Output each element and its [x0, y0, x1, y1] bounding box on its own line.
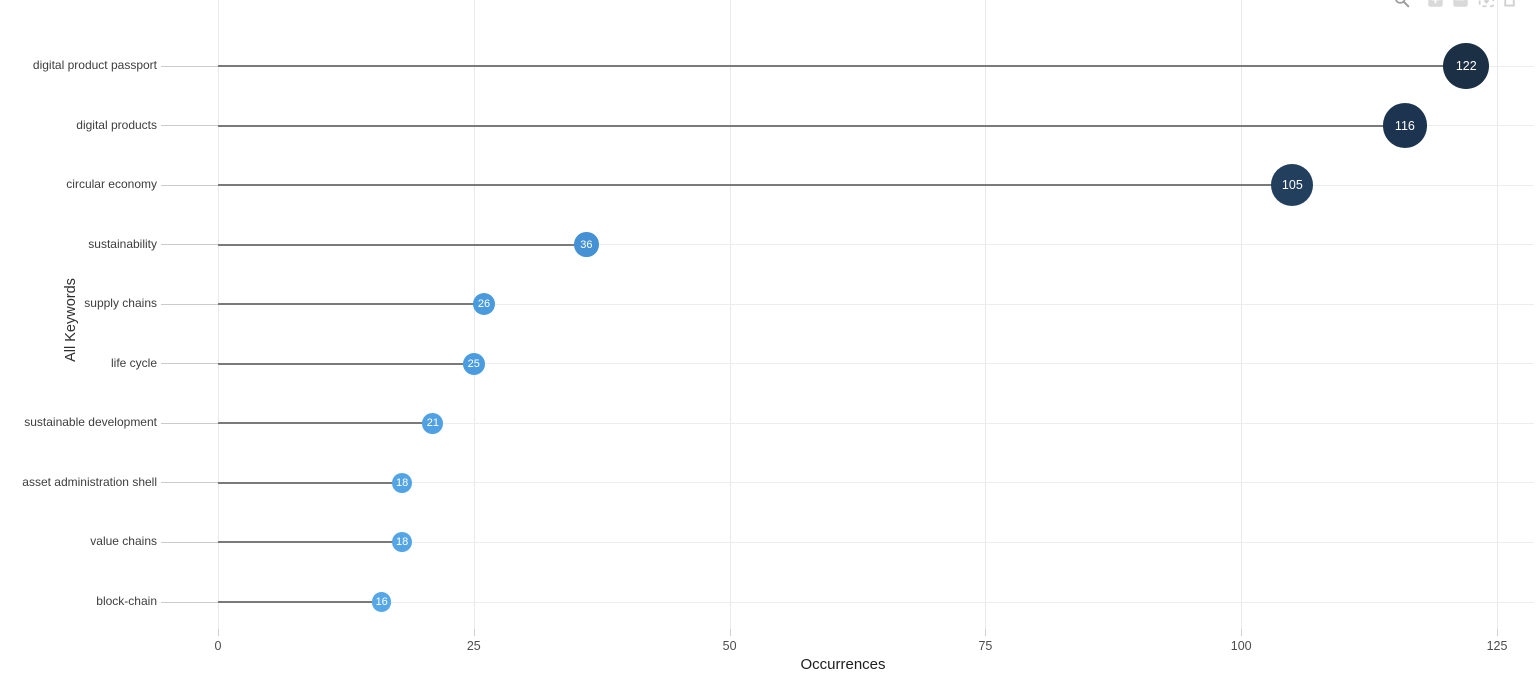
category-tick-leader	[161, 125, 218, 127]
category-tick-leader	[161, 303, 218, 305]
category-label: digital products	[76, 117, 157, 132]
row-grid-line	[218, 601, 1534, 603]
lollipop-stem	[218, 362, 474, 365]
category-label: block-chain	[96, 594, 157, 608]
x-tick-label: 25	[466, 639, 481, 653]
lollipop-stem	[218, 481, 403, 484]
row-grid-line	[218, 541, 1534, 543]
x-axis-title: Occurrences	[800, 656, 886, 673]
row-grid-line	[218, 244, 1534, 246]
category-tick-leader	[161, 482, 218, 484]
lollipop-marker[interactable]: 36	[574, 232, 599, 257]
lollipop-stem	[218, 65, 1467, 67]
x-axis-tick	[473, 629, 475, 636]
lollipop-marker[interactable]: 105	[1271, 164, 1314, 206]
row-grid-line	[218, 422, 1534, 424]
reset-view-icon[interactable]	[1501, 0, 1518, 8]
category-label: value chains	[90, 534, 157, 549]
grid-line-vertical	[729, 0, 731, 629]
category-tick-leader	[161, 422, 218, 424]
row-grid-line	[218, 363, 1534, 365]
grid-line-vertical	[1497, 0, 1498, 629]
lollipop-marker[interactable]: 26	[472, 293, 496, 316]
box-zoom-icon[interactable]	[1393, 0, 1410, 8]
category-label: asset administration shell	[22, 474, 157, 489]
x-tick-label: 50	[722, 639, 737, 653]
category-label: sustainability	[88, 236, 157, 251]
x-axis-tick	[729, 629, 731, 636]
x-tick-label: 75	[978, 639, 993, 653]
category-tick-leader	[161, 601, 218, 603]
lollipop-stem	[218, 601, 382, 603]
category-tick-leader	[161, 244, 218, 246]
lollipop-marker[interactable]: 16	[371, 592, 392, 612]
category-label: sustainable development	[24, 415, 157, 430]
zoom-out-icon[interactable]	[1452, 0, 1469, 8]
lollipop-marker[interactable]: 21	[422, 412, 444, 434]
category-tick-leader	[161, 184, 218, 186]
x-axis-tick	[1497, 629, 1498, 636]
zoom-in-icon[interactable]	[1427, 0, 1444, 8]
lollipop-marker[interactable]: 25	[462, 352, 485, 375]
grid-line-vertical	[985, 0, 987, 629]
lollipop-stem	[218, 184, 1293, 187]
category-tick-leader	[161, 65, 218, 67]
lollipop-stem	[218, 541, 403, 544]
x-tick-label: 100	[1230, 639, 1252, 653]
grid-line-vertical	[1241, 0, 1243, 629]
autoscale-icon[interactable]	[1478, 0, 1495, 8]
row-grid-line	[218, 482, 1534, 484]
category-label: supply chains	[84, 296, 157, 311]
category-label: digital product passport	[32, 58, 157, 72]
x-axis-tick	[218, 629, 219, 636]
grid-line-vertical	[473, 0, 475, 629]
x-tick-label: 0	[214, 639, 222, 653]
lollipop-stem	[218, 303, 485, 306]
x-axis-tick	[1241, 629, 1243, 636]
lollipop-marker[interactable]: 18	[392, 532, 413, 553]
category-tick-leader	[161, 363, 218, 365]
category-label: life cycle	[110, 355, 157, 370]
lollipop-stem	[218, 243, 587, 246]
category-label: circular economy	[66, 177, 157, 192]
lollipop-marker[interactable]: 18	[392, 472, 413, 493]
x-tick-label: 125	[1486, 639, 1508, 653]
lollipop-marker[interactable]: 122	[1443, 43, 1490, 89]
row-grid-line	[218, 303, 1534, 305]
lollipop-stem	[218, 422, 433, 425]
x-axis-tick	[985, 629, 987, 636]
lollipop-marker[interactable]: 116	[1382, 103, 1428, 148]
category-tick-leader	[161, 541, 218, 543]
grid-line-vertical	[218, 0, 219, 629]
lollipop-stem	[218, 124, 1405, 127]
y-axis-title: All Keywords	[63, 278, 79, 362]
